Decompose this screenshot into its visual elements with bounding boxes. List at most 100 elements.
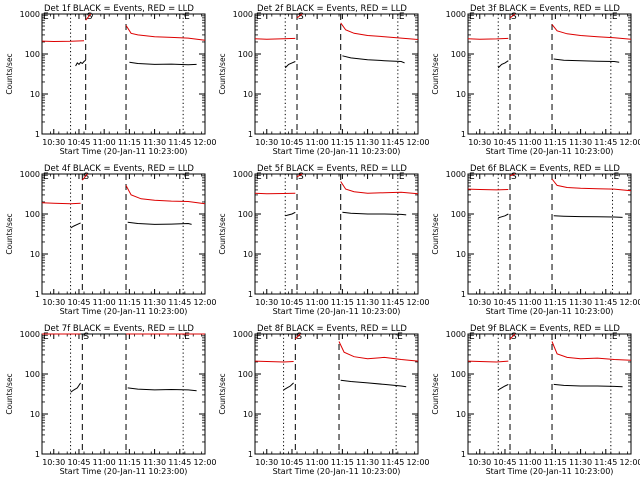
x-tick-label: 10:30 [42,458,65,467]
y-tick-label: 1000 [446,10,466,19]
detector-panel-8: Det 8f BLACK = Events, RED = LLD 1 10 100 10… [218,324,430,476]
x-tick-label: 12:00 [193,138,216,147]
series-events [497,383,623,391]
y-axis-label: Counts/sec [431,213,440,254]
x-tick-label: 11:30 [143,138,166,147]
panel-title: Det 9f BLACK = Events, RED = LLD [470,324,620,334]
time-marker-label: S [83,332,89,342]
x-tick-label: 11:15 [331,138,354,147]
series-line-lld [340,22,419,40]
x-tick-label: 10:30 [468,138,491,147]
x-tick-label: 11:15 [118,458,141,467]
x-tick-label: 11:30 [356,298,379,307]
time-marker-label: E [184,12,190,22]
time-marker-label: E [397,332,403,342]
series-line-lld [509,333,516,340]
x-tick-label: 11:30 [356,138,379,147]
y-tick-label: 1000 [233,10,253,19]
x-tick-label: 12:00 [406,138,429,147]
plot-frame [467,173,632,295]
series-line-events [70,382,82,393]
panel-title: Det 4f BLACK = Events, RED = LLD [44,164,194,174]
series-events [498,213,623,219]
time-marker-label: E [184,332,190,342]
x-tick-label: 11:30 [569,138,592,147]
series-line-lld [509,173,516,177]
time-marker-label: S [83,172,89,182]
x-tick-label: 10:45 [493,458,516,467]
series-line-lld [254,360,294,363]
y-tick-label: 100 [25,210,40,219]
x-tick-label: 10:30 [42,298,65,307]
series-line-lld [338,341,419,362]
x-tick-label: 11:30 [143,298,166,307]
time-marker-label: E [184,172,190,182]
series-line-lld [85,13,92,21]
x-tick-label: 12:00 [193,298,216,307]
x-tick-label: 10:45 [280,458,303,467]
y-axis-label: Counts/sec [431,373,440,414]
y-tick-label: 10 [243,410,253,419]
detector-panel-3: Det 3f BLACK = Events, RED = LLD 1 10 100 10… [431,4,640,156]
x-tick-label: 12:00 [619,458,640,467]
x-tick-label: 11:45 [381,458,404,467]
y-tick-label: 100 [238,210,253,219]
y-tick-label: 100 [238,50,253,59]
y-tick-label: 100 [451,50,466,59]
y-tick-label: 1000 [20,10,40,19]
series-events [284,55,405,69]
panel-title: Det 1f BLACK = Events, RED = LLD [44,4,194,14]
x-tick-label: 11:15 [118,138,141,147]
series-line-lld [340,181,419,195]
x-tick-label: 11:00 [93,298,116,307]
x-tick-label: 11:45 [168,458,191,467]
series-line-events [283,382,294,391]
x-tick-label: 11:00 [306,458,329,467]
x-tick-label: 11:00 [519,298,542,307]
y-axis-label: Counts/sec [5,373,14,414]
x-tick-label: 10:30 [468,298,491,307]
series-lld [467,333,632,363]
series-events [70,221,192,229]
series-lld [41,13,206,43]
series-line-events [342,55,405,64]
panel-title: Det 6f BLACK = Events, RED = LLD [470,164,620,174]
y-tick-label: 100 [238,370,253,379]
time-marker-label: S [511,12,517,22]
detector-panel-9: Det 9f BLACK = Events, RED = LLD 1 10 100 10… [431,324,640,476]
series-line-lld [296,173,303,178]
series-line-lld [296,13,303,19]
x-tick-label: 10:30 [255,138,278,147]
detector-panel-6: Det 6f BLACK = Events, RED = LLD 1 10 100 10… [431,164,640,316]
time-marker-label: E [612,12,618,22]
x-tick-label: 11:00 [93,458,116,467]
series-line-events [75,59,87,67]
series-line-events [553,215,623,218]
time-marker-label: S [87,12,93,22]
detector-panel-1: Det 1f BLACK = Events, RED = LLD 1 10 100 10… [5,4,217,156]
plot-frame [467,13,632,135]
y-axis-label: Counts/sec [218,213,227,254]
y-tick-label: 10 [30,410,40,419]
y-tick-label: 1 [461,450,466,459]
series-line-events [497,383,509,391]
plot-frame [41,13,206,135]
y-tick-label: 1000 [20,330,40,339]
panel-title: Det 8f BLACK = Events, RED = LLD [257,324,407,334]
x-tick-label: 11:45 [168,298,191,307]
x-tick-label: 10:30 [42,138,65,147]
series-line-lld [81,173,88,181]
y-tick-label: 1000 [233,170,253,179]
series-line-events [129,61,197,66]
series-lld [254,333,419,363]
y-tick-label: 10 [456,90,466,99]
panel-title: Det 5f BLACK = Events, RED = LLD [257,164,407,174]
x-tick-label: 12:00 [406,298,429,307]
y-tick-label: 10 [243,90,253,99]
y-tick-label: 10 [456,410,466,419]
series-line-lld [551,24,632,40]
x-tick-label: 10:30 [255,458,278,467]
time-marker-label: S [296,332,302,342]
x-tick-label: 10:45 [493,138,516,147]
